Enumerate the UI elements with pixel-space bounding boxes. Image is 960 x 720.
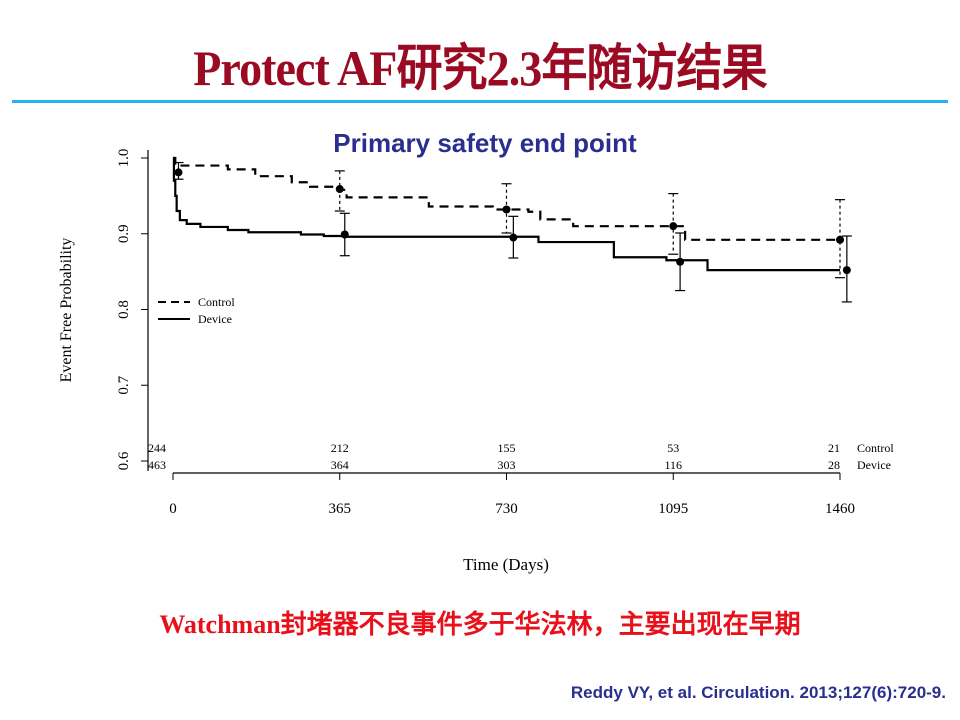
data-point-device bbox=[340, 230, 349, 239]
legend: Control Device bbox=[158, 295, 235, 326]
legend-label-device: Device bbox=[198, 312, 232, 326]
data-point-control bbox=[502, 205, 511, 214]
data-point-device bbox=[509, 233, 518, 242]
km-curve-device bbox=[172, 156, 840, 272]
axes: 0.6 0.7 0.8 0.9 1.0 0 365 730 1095 1460 bbox=[116, 149, 855, 517]
km-curve-control bbox=[173, 156, 840, 241]
citation: Reddy VY, et al. Circulation. 2013;127(6… bbox=[570, 683, 946, 702]
at-risk-count: 244 bbox=[148, 441, 166, 455]
y-tick-label: 0.7 bbox=[116, 375, 132, 394]
at-risk-count: 212 bbox=[331, 441, 349, 455]
at-risk-row-label: Control bbox=[857, 441, 894, 455]
y-axis-label: Event Free Probability bbox=[58, 238, 75, 383]
at-risk-count: 28 bbox=[828, 458, 840, 472]
x-tick-label: 365 bbox=[329, 501, 352, 517]
at-risk-count: 155 bbox=[498, 441, 516, 455]
x-tick-label: 1095 bbox=[658, 501, 688, 517]
data-point-control bbox=[669, 222, 678, 231]
series bbox=[172, 156, 852, 303]
x-axis-label: Time (Days) bbox=[463, 555, 549, 574]
x-tick-label: 730 bbox=[495, 501, 518, 517]
at-risk-row-label: Device bbox=[857, 458, 891, 472]
y-tick-label: 0.8 bbox=[116, 300, 132, 319]
data-point-control bbox=[836, 235, 844, 244]
at-risk-count: 463 bbox=[148, 458, 166, 472]
conclusion-note: Watchman封堵器不良事件多于华法林，主要出现在早期 bbox=[159, 610, 801, 639]
x-tick-label: 0 bbox=[169, 501, 177, 517]
at-risk-count: 116 bbox=[664, 458, 682, 472]
at-risk-table: 244 212 155 53 21 Control 463 364 303 116 28 Device bbox=[148, 441, 894, 472]
slide-title: Protect AF研究2.3年随访结果 bbox=[193, 40, 767, 96]
data-point-device bbox=[676, 257, 685, 266]
at-risk-count: 303 bbox=[498, 458, 516, 472]
legend-label-control: Control bbox=[198, 295, 235, 309]
at-risk-count: 364 bbox=[331, 458, 349, 472]
title-divider bbox=[12, 100, 948, 103]
chart-title: Primary safety end point bbox=[333, 128, 637, 158]
at-risk-count: 21 bbox=[828, 441, 840, 455]
y-tick-label: 1.0 bbox=[116, 149, 132, 168]
x-tick-label: 1460 bbox=[825, 501, 855, 517]
data-point-device bbox=[842, 266, 851, 275]
data-point-control bbox=[335, 185, 344, 194]
data-point-device bbox=[174, 168, 183, 177]
y-tick-label: 0.6 bbox=[116, 451, 132, 470]
y-tick-label: 0.9 bbox=[116, 224, 132, 243]
at-risk-count: 53 bbox=[667, 441, 679, 455]
